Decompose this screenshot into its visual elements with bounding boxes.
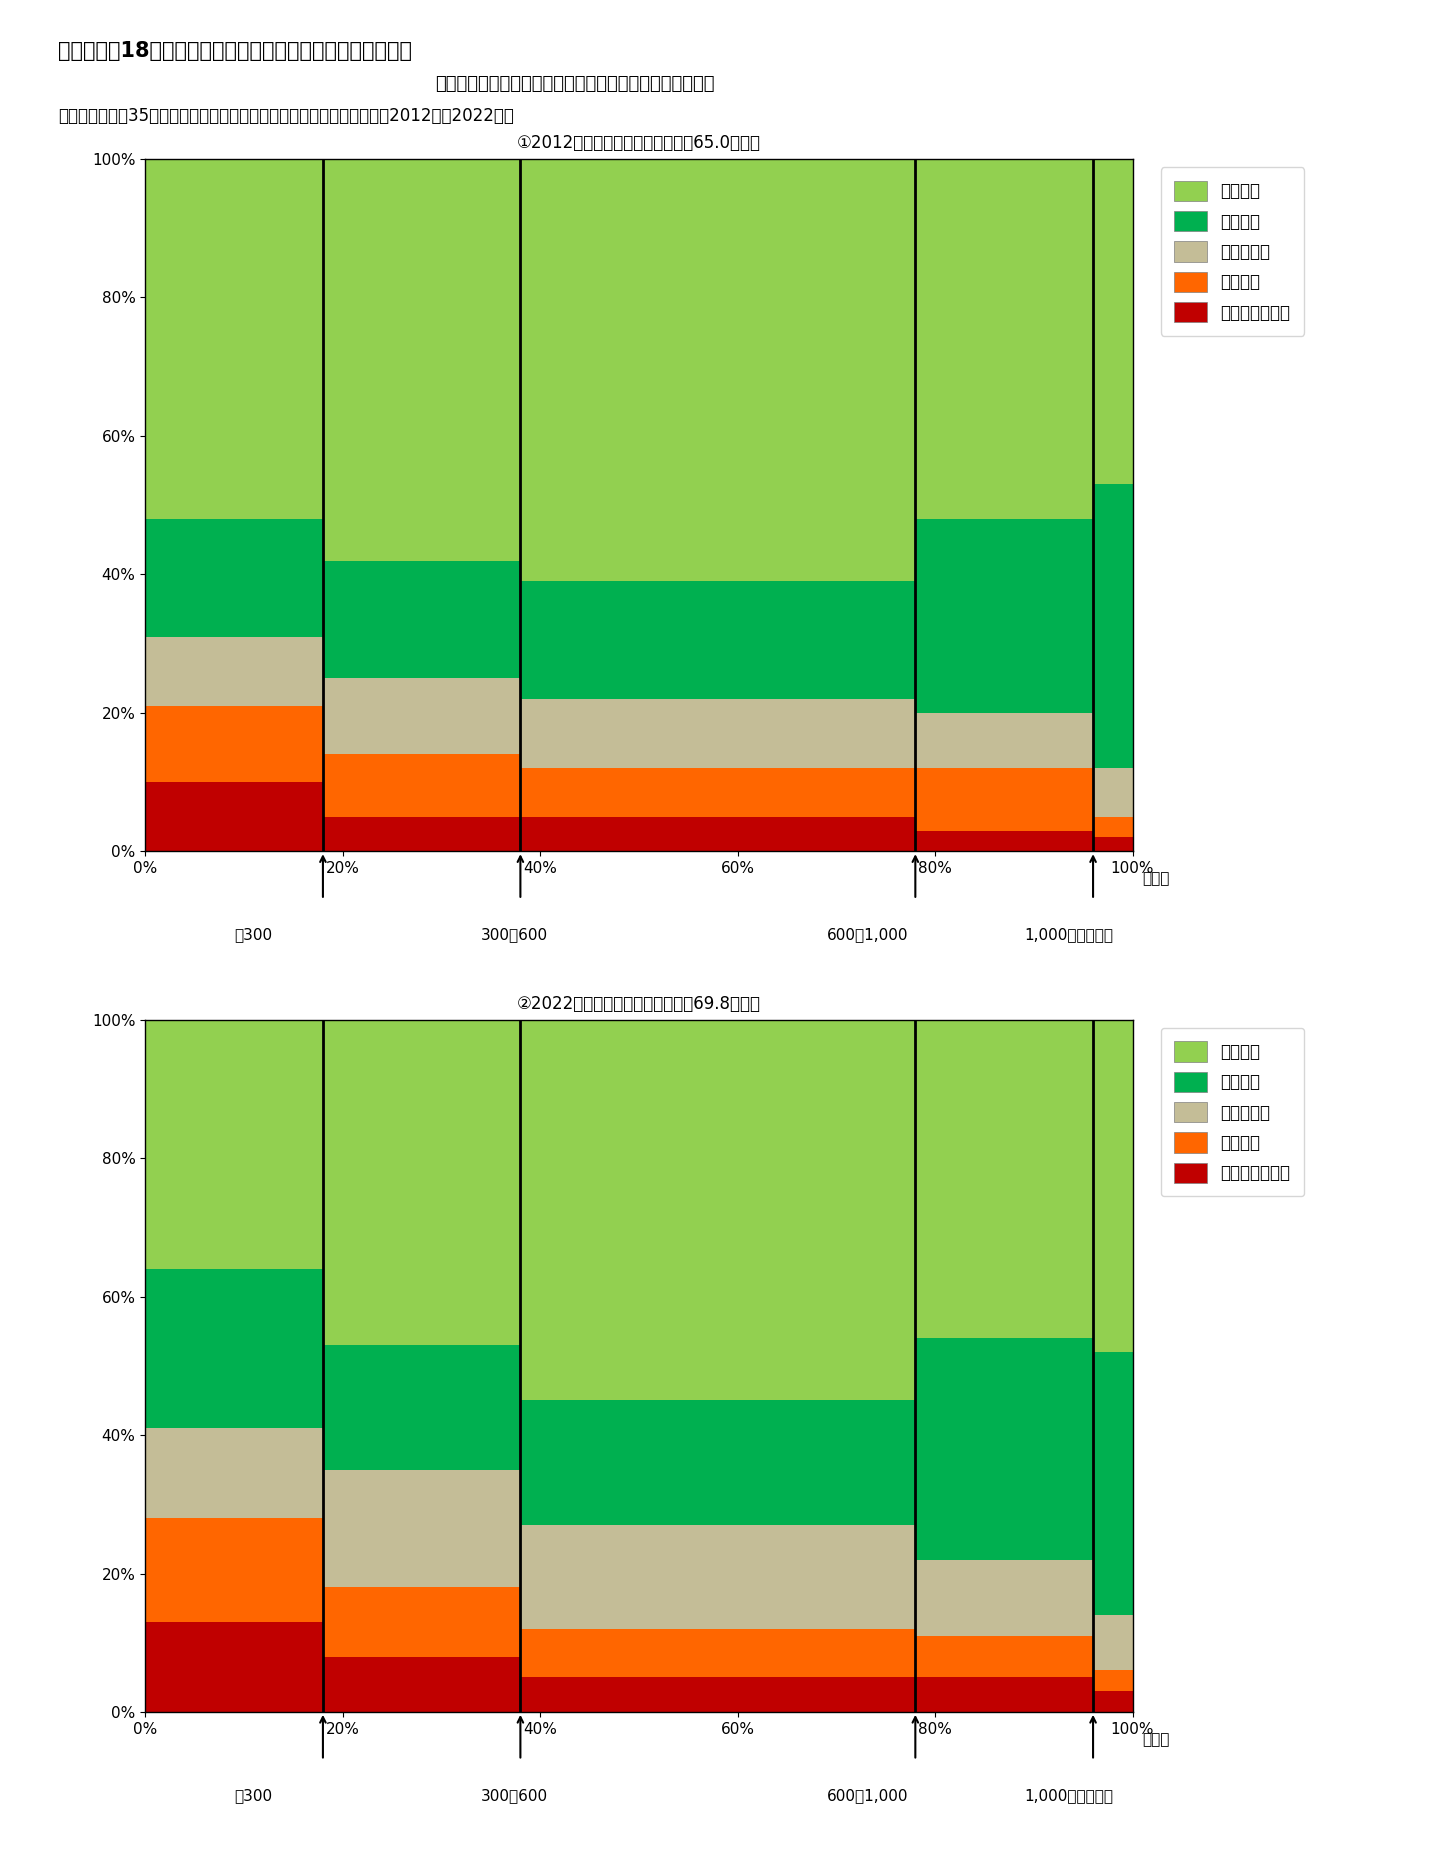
Bar [520, 816, 915, 851]
Bar [1093, 485, 1133, 769]
Bar [1093, 1615, 1133, 1671]
Legend: 注文住宅, 建売住宅, マンション, 中古戸建, 中古マンション: 注文住宅, 建売住宅, マンション, 中古戸建, 中古マンション [1160, 1027, 1304, 1196]
Bar [145, 782, 322, 851]
Bar [915, 1676, 1093, 1712]
Bar [322, 1345, 520, 1471]
Text: 1,000～（万円）: 1,000～（万円） [1024, 1789, 1112, 1804]
Bar [915, 713, 1093, 769]
Bar [322, 561, 520, 679]
Bar [322, 816, 520, 851]
Bar [1093, 159, 1133, 485]
Legend: 注文住宅, 建売住宅, マンション, 中古戸建, 中古マンション: 注文住宅, 建売住宅, マンション, 中古戸建, 中古マンション [1160, 167, 1304, 335]
Bar [1093, 838, 1133, 851]
Text: 600～1,000: 600～1,000 [826, 928, 908, 943]
Text: （１）フラット35利用者における年収層別・住宅種別、住宅取得割合（2012年、2022年）: （１）フラット35利用者における年収層別・住宅種別、住宅取得割合（2012年、2… [58, 107, 514, 125]
Text: 300～600: 300～600 [481, 1789, 547, 1804]
Text: ～300: ～300 [234, 928, 272, 943]
Bar [322, 679, 520, 754]
Bar [915, 159, 1093, 518]
Bar [915, 1560, 1093, 1635]
Bar [520, 159, 915, 582]
Bar [145, 705, 322, 782]
Title: ①2012年（推計総住宅取得戸数：65.0万戸）: ①2012年（推計総住宅取得戸数：65.0万戸） [517, 135, 761, 152]
Bar [145, 159, 322, 518]
Bar [1093, 1671, 1133, 1691]
Bar [145, 1428, 322, 1517]
Text: 住宅購入のボリュームゾーンの層で中古住宅の購入が拡大: 住宅購入のボリュームゾーンの層で中古住宅の購入が拡大 [436, 75, 714, 94]
Bar [915, 1338, 1093, 1560]
Text: 年収層: 年収層 [1143, 872, 1170, 887]
Bar [520, 1400, 915, 1525]
Bar [520, 769, 915, 816]
Bar [145, 1517, 322, 1622]
Title: ②2022年（推計総住宅取得戸数：69.8万戸）: ②2022年（推計総住宅取得戸数：69.8万戸） [517, 995, 761, 1012]
Bar [520, 1525, 915, 1630]
Text: 年収層: 年収層 [1143, 1733, 1170, 1748]
Bar [1093, 1353, 1133, 1615]
Text: 300～600: 300～600 [481, 928, 547, 943]
Bar [322, 754, 520, 816]
Bar [322, 1656, 520, 1712]
Text: 1,000～（万円）: 1,000～（万円） [1024, 928, 1112, 943]
Bar [1093, 769, 1133, 816]
Bar [520, 1020, 915, 1400]
Bar [915, 1020, 1093, 1338]
Bar [520, 1630, 915, 1676]
Bar [915, 769, 1093, 831]
Bar [145, 636, 322, 705]
Bar [1093, 1020, 1133, 1353]
Bar [322, 1020, 520, 1345]
Bar [915, 831, 1093, 851]
Bar [145, 518, 322, 636]
Bar [915, 518, 1093, 713]
Bar [915, 1635, 1093, 1676]
Bar [520, 582, 915, 700]
Text: 第３－２－18図　年収層別・住宅種別、住宅取得割合の変化: 第３－２－18図 年収層別・住宅種別、住宅取得割合の変化 [58, 41, 412, 62]
Bar [145, 1622, 322, 1712]
Bar [520, 700, 915, 769]
Bar [145, 1269, 322, 1428]
Bar [322, 159, 520, 561]
Bar [322, 1471, 520, 1587]
Bar [520, 1676, 915, 1712]
Bar [322, 1587, 520, 1656]
Text: ～300: ～300 [234, 1789, 272, 1804]
Bar [145, 1020, 322, 1269]
Bar [1093, 1691, 1133, 1712]
Bar [1093, 816, 1133, 838]
Text: 600～1,000: 600～1,000 [826, 1789, 908, 1804]
